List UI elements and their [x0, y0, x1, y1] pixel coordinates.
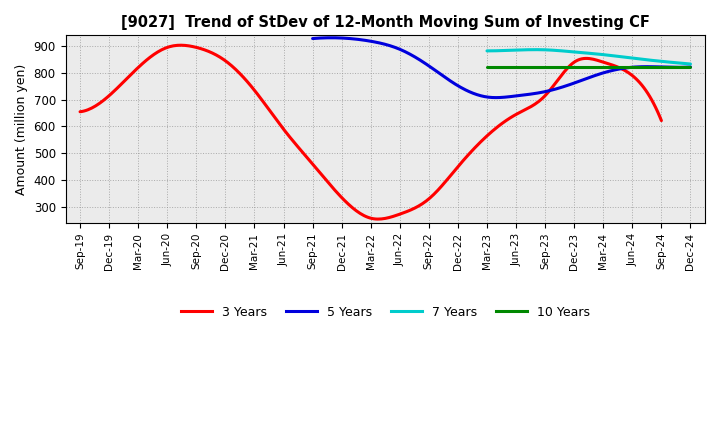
- 10 Years: [482, 64, 491, 70]
- Line: 5 Years: 5 Years: [312, 38, 690, 98]
- 10 Years: [668, 64, 677, 70]
- 5 Years: [686, 64, 695, 70]
- 7 Years: [482, 48, 491, 54]
- 7 Years: [608, 53, 616, 58]
- 3 Years: [657, 118, 666, 123]
- 3 Years: [424, 197, 433, 202]
- 5 Years: [308, 36, 317, 41]
- Y-axis label: Amount (million yen): Amount (million yen): [15, 63, 28, 195]
- 10 Years: [483, 64, 492, 70]
- 10 Years: [606, 64, 614, 70]
- 3 Years: [426, 195, 434, 201]
- 5 Years: [492, 95, 500, 100]
- 10 Years: [608, 64, 617, 70]
- 3 Years: [436, 186, 444, 191]
- 5 Years: [653, 64, 662, 70]
- 3 Years: [606, 62, 615, 67]
- 7 Years: [483, 48, 492, 54]
- 3 Years: [76, 109, 84, 114]
- 5 Years: [536, 90, 544, 95]
- 3 Years: [177, 43, 186, 48]
- 7 Years: [655, 59, 664, 64]
- 10 Years: [686, 64, 695, 70]
- Title: [9027]  Trend of StDev of 12-Month Moving Sum of Investing CF: [9027] Trend of StDev of 12-Month Moving…: [121, 15, 649, 30]
- 10 Years: [605, 64, 613, 70]
- 3 Years: [78, 109, 86, 114]
- Line: 3 Years: 3 Years: [80, 45, 662, 219]
- 10 Years: [498, 64, 506, 70]
- 7 Years: [605, 53, 613, 58]
- 5 Years: [629, 65, 638, 70]
- 5 Years: [542, 89, 551, 94]
- 5 Years: [534, 90, 543, 95]
- 3 Years: [570, 60, 578, 65]
- 10 Years: [603, 64, 612, 70]
- 3 Years: [373, 216, 382, 222]
- Line: 7 Years: 7 Years: [487, 50, 690, 64]
- 7 Years: [604, 52, 613, 58]
- 5 Years: [327, 35, 336, 40]
- Legend: 3 Years, 5 Years, 7 Years, 10 Years: 3 Years, 5 Years, 7 Years, 10 Years: [176, 301, 595, 323]
- 7 Years: [667, 60, 676, 65]
- 7 Years: [531, 47, 539, 52]
- 10 Years: [655, 64, 664, 70]
- 7 Years: [686, 62, 695, 67]
- 5 Years: [310, 36, 318, 41]
